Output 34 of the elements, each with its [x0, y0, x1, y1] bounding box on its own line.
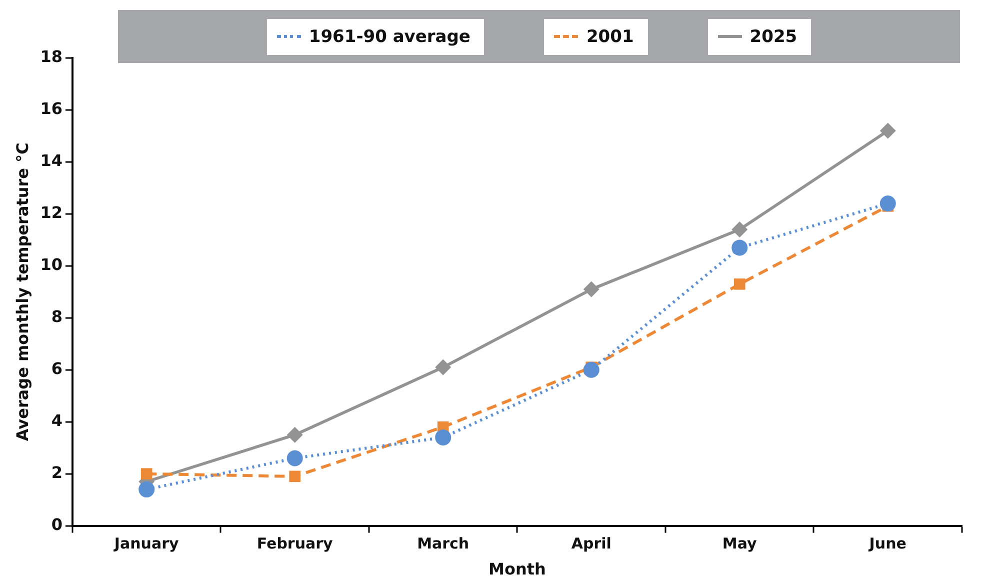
point [583, 281, 600, 298]
y-tick-label: 4 [51, 411, 62, 430]
point [286, 426, 303, 443]
y-axis-title: Average monthly temperature °C [12, 142, 32, 442]
legend-label: 2025 [750, 26, 798, 46]
point [435, 429, 452, 446]
y-tick-label: 2 [51, 462, 62, 482]
point [286, 450, 303, 466]
x-tick-label: June [868, 534, 906, 553]
y-tick-label: 6 [51, 359, 62, 378]
x-tick-label: January [113, 534, 179, 553]
point [734, 278, 746, 290]
y-tick-label: 14 [40, 151, 62, 170]
x-tick-label: May [722, 534, 758, 553]
y-tick-label: 10 [40, 255, 62, 274]
y-tick-label: 0 [51, 514, 62, 534]
y-tick-label: 16 [40, 99, 62, 118]
point [140, 468, 152, 480]
point [880, 122, 896, 139]
point [732, 222, 748, 238]
legend-label: 1961-90 average [308, 26, 470, 46]
legend-label: 2001 [586, 26, 634, 46]
point [732, 240, 748, 256]
point [583, 362, 600, 378]
y-tick-label: 12 [40, 203, 62, 222]
point [289, 470, 301, 482]
x-tick-label: February [256, 534, 334, 553]
y-tick-label: 18 [40, 47, 62, 66]
x-tick-label: April [571, 534, 612, 553]
x-axis-title: Month [488, 560, 546, 579]
y-tick-label: 8 [51, 307, 62, 326]
point [435, 359, 452, 376]
x-tick-label: March [417, 534, 470, 553]
point [138, 481, 155, 498]
